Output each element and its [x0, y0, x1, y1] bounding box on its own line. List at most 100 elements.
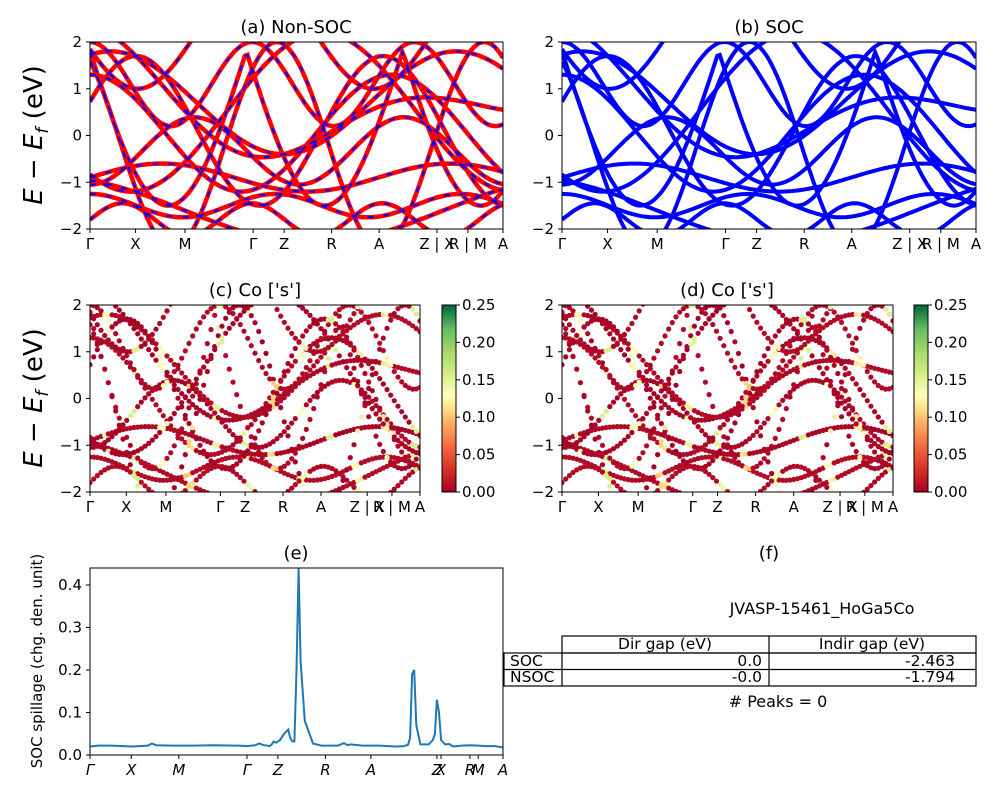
projection-point [391, 425, 397, 431]
projection-point [864, 425, 870, 431]
projection-point [380, 311, 386, 317]
projection-point [138, 479, 144, 485]
projection-point [94, 322, 100, 328]
projection-point [296, 305, 302, 308]
projection-point [724, 320, 731, 326]
projection-point [706, 316, 712, 322]
projection-point [780, 358, 786, 364]
projection-point [655, 452, 661, 458]
projection-point [292, 358, 298, 364]
projection-point [835, 394, 841, 400]
projection-point [127, 462, 133, 468]
projection-point [120, 425, 126, 431]
projection-point [574, 366, 580, 372]
projection-point [395, 374, 401, 380]
projection-point [102, 332, 108, 339]
projection-point [706, 392, 712, 398]
projection-point [666, 376, 672, 382]
projection-point [824, 347, 830, 353]
projection-point [864, 368, 870, 375]
projection-point [648, 493, 653, 498]
projection-point [563, 476, 569, 482]
projection-point [621, 331, 628, 338]
projection-point [234, 316, 240, 322]
projection-point [655, 416, 661, 422]
projection-point [384, 425, 390, 432]
projection-point [610, 324, 617, 330]
projection-point [149, 352, 155, 358]
projection-point [743, 395, 749, 401]
projection-point [303, 426, 309, 432]
projection-point [186, 438, 192, 445]
colorbar-tick-label: 0.00 [934, 483, 967, 501]
projection-point [278, 377, 284, 383]
gap-table: Dir gap (eV) Indir gap (eV) SOC 0.0 -2.4… [503, 635, 977, 687]
ytick-label: 0 [72, 390, 82, 408]
projection-point [270, 395, 276, 401]
projection-point [340, 477, 346, 483]
projection-point [677, 358, 683, 364]
projection-point [131, 318, 137, 324]
projection-point [614, 424, 620, 430]
projection-point [263, 412, 269, 418]
projection-point [644, 443, 650, 449]
projection-point [344, 323, 350, 329]
projection-point [728, 357, 734, 364]
projection-point [842, 424, 848, 430]
projection-point [215, 333, 221, 339]
ytick-label: −1 [60, 436, 82, 454]
ytick-label: 2 [544, 296, 554, 314]
projection-point [706, 439, 712, 445]
projection-point [721, 434, 727, 440]
projection-point [116, 307, 122, 313]
projection-point [171, 485, 177, 491]
projection-point [168, 374, 174, 380]
projection-point [754, 373, 760, 379]
panel-b-title: (b) SOC [734, 17, 803, 38]
projection-point [710, 435, 716, 441]
projection-point [728, 328, 734, 335]
projection-point [344, 365, 350, 371]
projection-point [399, 441, 405, 447]
projection-point [131, 472, 137, 478]
projection-point [311, 406, 317, 412]
projection-point [846, 333, 852, 339]
projection-point [794, 369, 801, 375]
projection-point [362, 314, 368, 320]
projection-point [761, 420, 767, 426]
ytick-label: 1 [72, 80, 82, 98]
projection-point [358, 362, 364, 368]
projection-point [105, 380, 111, 386]
projection-point [820, 371, 826, 377]
projection-point [388, 459, 394, 465]
projection-point [651, 391, 657, 397]
projection-point [300, 305, 306, 311]
projection-point [204, 358, 210, 364]
xtick-label: X [125, 761, 137, 779]
projection-point [322, 369, 328, 375]
projection-point [300, 350, 306, 356]
projection-point [835, 370, 841, 377]
band-line [90, 50, 503, 156]
projection-point [318, 386, 324, 392]
projection-point [289, 485, 295, 491]
projection-point [289, 446, 295, 452]
projection-point [706, 471, 712, 477]
projection-point [673, 394, 679, 400]
projection-point [666, 405, 672, 411]
projection-point [879, 472, 885, 478]
xtick-label: A [374, 235, 385, 253]
projection-point [879, 463, 885, 469]
projection-point [662, 481, 668, 487]
projection-point [278, 405, 284, 411]
projection-point [816, 467, 823, 473]
projection-point [226, 417, 232, 423]
projection-point [702, 468, 709, 474]
projection-point [318, 326, 324, 332]
xtick-label: A [789, 498, 800, 516]
projection-point [890, 433, 893, 439]
projection-point [592, 425, 598, 431]
projection-point [861, 362, 867, 368]
projection-point [91, 354, 97, 360]
projection-point [212, 410, 218, 416]
